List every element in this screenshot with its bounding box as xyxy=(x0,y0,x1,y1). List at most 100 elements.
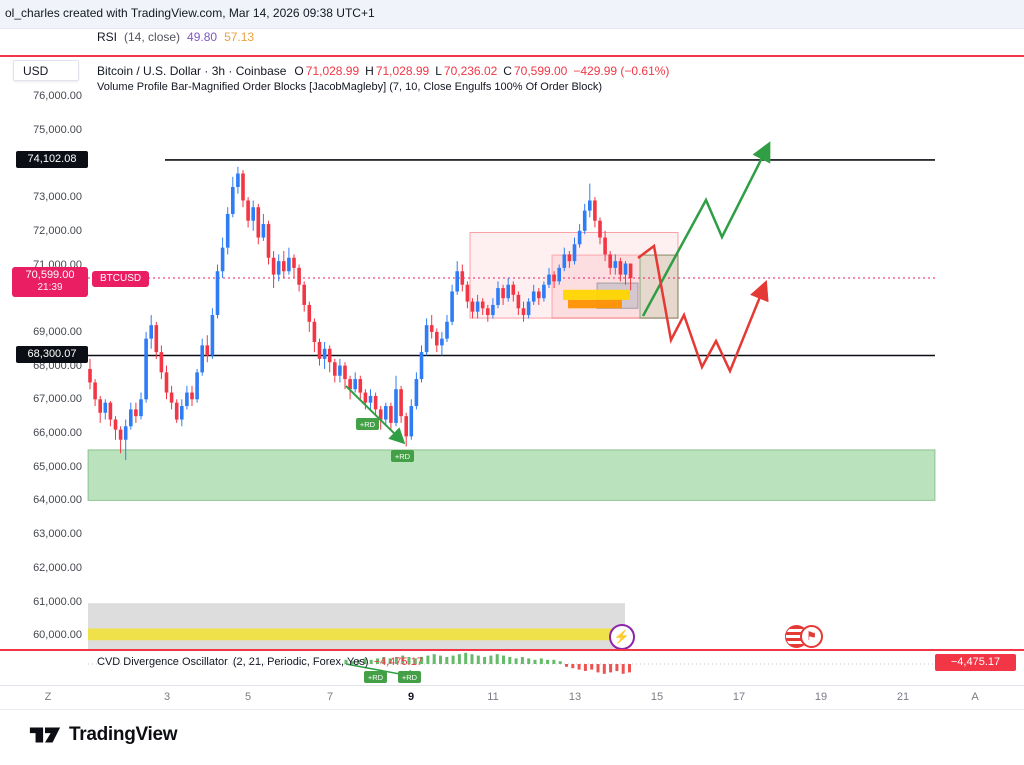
candle xyxy=(562,247,567,272)
candle xyxy=(276,254,281,282)
candle xyxy=(108,400,113,427)
close-value: 70,599.00 xyxy=(513,64,568,78)
candle xyxy=(343,362,347,390)
candle xyxy=(317,338,322,366)
candle xyxy=(567,251,572,268)
symbol-legend[interactable]: Bitcoin / U.S. Dollar · 3h · Coinbase O … xyxy=(97,64,669,78)
candle xyxy=(129,402,133,430)
candle xyxy=(139,392,143,420)
rd-badge: +RD xyxy=(356,418,379,430)
candle xyxy=(486,304,490,322)
symbol-title[interactable]: Bitcoin / U.S. Dollar · 3h · Coinbase xyxy=(97,64,287,78)
pane-separator-bottom[interactable] xyxy=(0,649,1024,651)
cvd-histogram-bar xyxy=(508,657,512,664)
cvd-histogram-bar xyxy=(451,655,455,664)
candle xyxy=(419,345,424,383)
cvd-histogram-bar xyxy=(558,661,562,664)
price-axis-label: 72,000.00 xyxy=(33,224,82,237)
candle xyxy=(424,318,429,356)
candle xyxy=(404,412,408,447)
cvd-histogram-bar xyxy=(432,654,436,664)
candle xyxy=(531,284,536,305)
rd-badge: +RD xyxy=(391,450,414,462)
brand-row[interactable]: TradingView xyxy=(28,723,178,747)
price-axis-label: 64,000.00 xyxy=(33,494,82,507)
candle xyxy=(475,294,480,319)
lightning-idea-icon[interactable]: ⚡ xyxy=(609,624,635,650)
indicator-legend[interactable]: Volume Profile Bar-Magnified Order Block… xyxy=(97,81,603,93)
open-value: 71,028.99 xyxy=(305,64,360,78)
svg-text:+RD: +RD xyxy=(368,673,384,682)
high-label: H xyxy=(365,64,374,78)
candle xyxy=(205,335,210,363)
cvd-histogram-bar xyxy=(344,659,348,664)
candle xyxy=(465,281,470,309)
cvd-histogram-bar xyxy=(350,661,354,664)
candle xyxy=(251,200,255,231)
cvd-histogram-bar xyxy=(577,664,581,670)
cvd-histogram-bar xyxy=(476,655,480,664)
cvd-histogram-bar xyxy=(571,664,575,669)
current-price-badge: 70,599.00 21:39 xyxy=(12,267,88,297)
candle xyxy=(368,389,373,410)
currency-button[interactable]: USD xyxy=(13,60,79,81)
candle xyxy=(547,267,551,289)
cvd-legend[interactable]: CVD Divergence Oscillator (2, 21, Period… xyxy=(97,656,423,668)
cvd-histogram-bar xyxy=(596,664,600,673)
candle xyxy=(542,281,546,302)
candle xyxy=(210,308,215,359)
price-axis-label: 76,000.00 xyxy=(33,90,82,102)
cvd-histogram-bar xyxy=(388,658,392,664)
price-axis-label: 63,000.00 xyxy=(33,528,82,541)
cvd-histogram-bar xyxy=(382,657,386,664)
cvd-histogram-bar xyxy=(495,654,499,664)
candle xyxy=(261,213,266,241)
change-value: −429.99 (−0.61%) xyxy=(573,64,670,78)
time-axis-label: 13 xyxy=(568,691,582,703)
level-badge-lower: 68,300.07 xyxy=(16,346,88,363)
cvd-value: −4,475.17 xyxy=(373,656,423,668)
candle xyxy=(353,372,357,393)
rsi-value: 49.80 xyxy=(187,30,218,44)
cvd-histogram-bar xyxy=(514,658,518,664)
cvd-histogram-bar xyxy=(420,657,424,664)
candle xyxy=(236,166,240,194)
current-price-value: 70,599.00 xyxy=(25,269,75,281)
price-axis-label: 67,000.00 xyxy=(33,393,82,406)
orderblock-orange-bar xyxy=(568,299,622,309)
time-axis-label: 15 xyxy=(650,691,664,703)
cvd-histogram-bar xyxy=(615,664,619,671)
time-axis-label: 3 xyxy=(163,691,171,703)
bar-countdown: 21:39 xyxy=(37,282,63,293)
candle xyxy=(220,237,225,278)
candle xyxy=(103,399,108,420)
rsi-legend[interactable]: RSI (14, close) 49.80 57.13 xyxy=(97,30,254,44)
candle xyxy=(358,375,363,400)
candle xyxy=(526,298,531,319)
cvd-histogram-bar xyxy=(363,658,367,664)
cvd-histogram-bar xyxy=(533,659,537,664)
cvd-axis-badge: −4,475.17 xyxy=(935,654,1016,671)
economic-event-icon[interactable]: ⚑ xyxy=(800,625,823,648)
time-axis-label: 7 xyxy=(326,691,334,703)
cvd-histogram-bar xyxy=(546,659,550,664)
candle xyxy=(327,345,332,373)
time-axis[interactable]: Z 3 5 7 9 11 13 15 17 19 21 A xyxy=(0,685,1024,710)
projection-up-arrow xyxy=(641,141,771,317)
cvd-histogram-bar xyxy=(439,655,442,664)
footer: TradingView xyxy=(0,709,1024,765)
chart-canvas[interactable]: +RD +RD +RD +RD xyxy=(0,56,1024,708)
brand-name: TradingView xyxy=(69,724,178,745)
svg-text:+RD: +RD xyxy=(360,420,376,429)
level-badge-upper: 74,102.08 xyxy=(16,151,88,168)
candle xyxy=(266,220,271,265)
candle xyxy=(123,419,128,460)
pane-separator-top[interactable] xyxy=(0,55,1024,57)
price-axis-label: 65,000.00 xyxy=(33,460,82,473)
tradingview-logo-icon xyxy=(29,727,61,743)
candle xyxy=(312,318,317,353)
candle xyxy=(613,254,618,275)
candle xyxy=(88,358,92,390)
cvd-histogram-bar xyxy=(628,664,631,673)
cvd-histogram-bar xyxy=(502,655,505,664)
